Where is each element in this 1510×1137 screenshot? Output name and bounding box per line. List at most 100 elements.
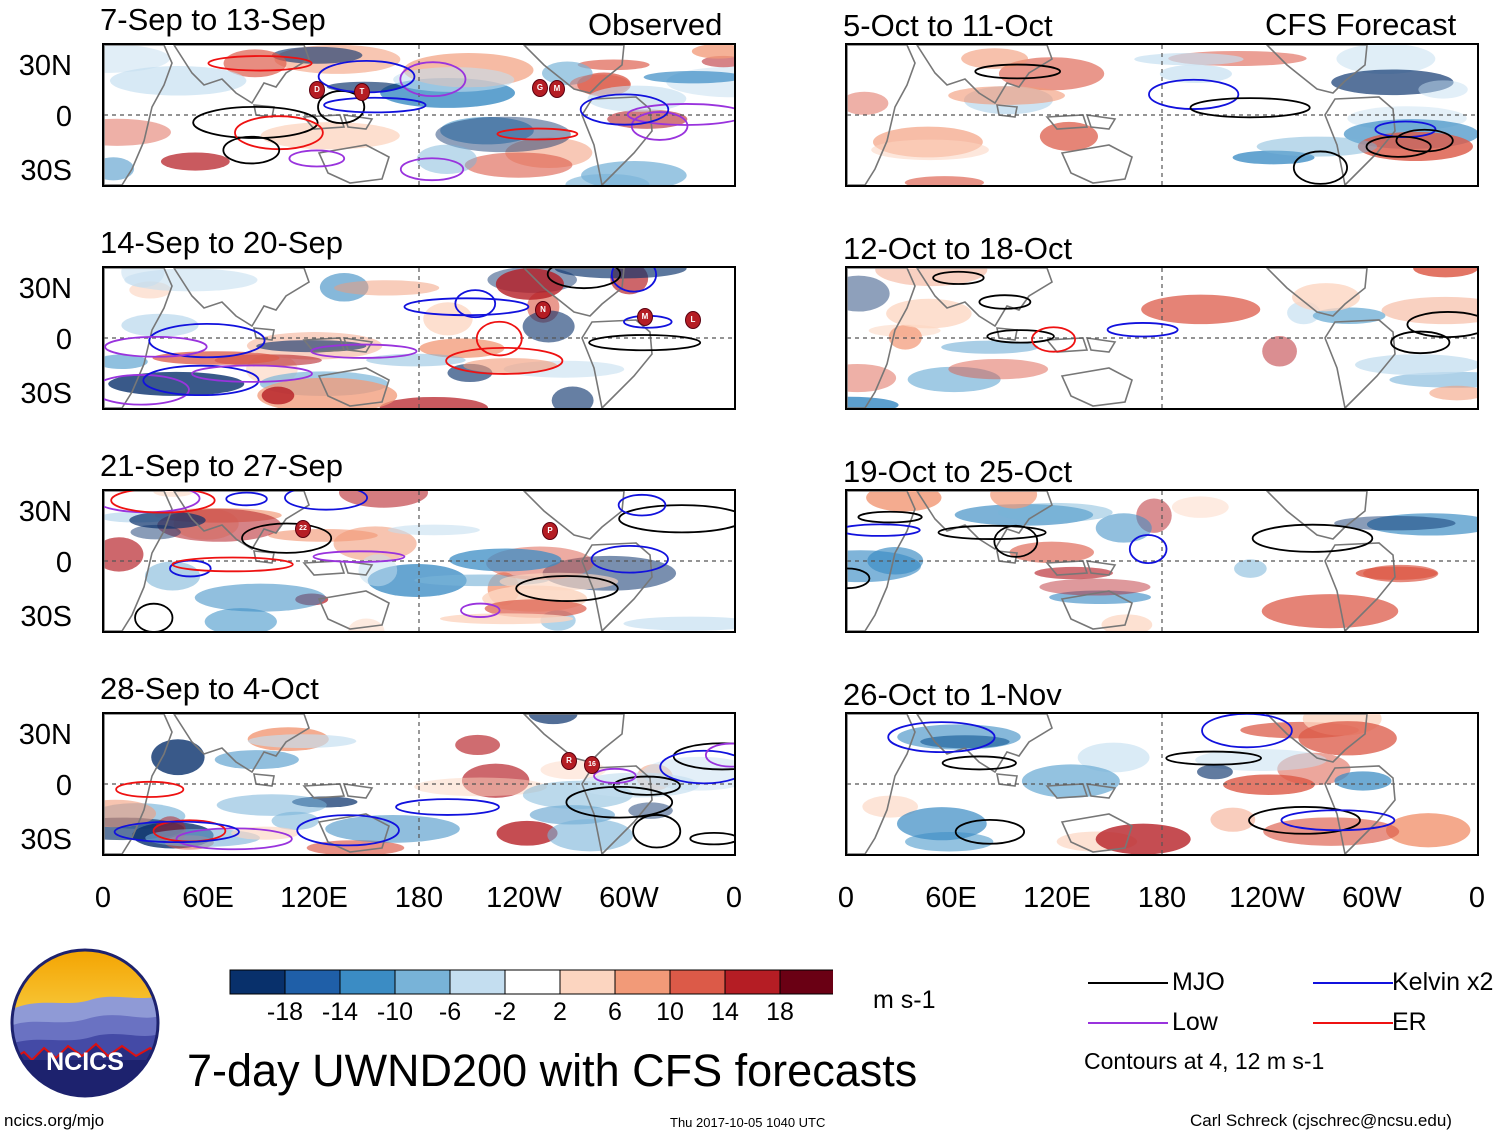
colorbar-tick-label: -18: [266, 998, 304, 1026]
lon-label: 0: [94, 882, 112, 914]
storm-marker: M: [637, 308, 653, 326]
panel-title-fcst-2: 12-Oct to 18-Oct: [843, 231, 1073, 266]
wind-anomaly-map: [104, 268, 734, 408]
storm-marker: D: [309, 81, 325, 99]
lat-label-30s: 30S: [20, 155, 72, 187]
wind-anomaly-map: [847, 268, 1477, 408]
lon-label: 60E: [182, 882, 234, 914]
lat-label-30n: 30N: [18, 50, 72, 82]
legend-swatch-low: [1088, 1022, 1168, 1024]
colorbar-tick-label: 14: [711, 998, 739, 1026]
legend-label-low: Low: [1172, 1008, 1218, 1036]
legend-swatch-mjo: [1088, 982, 1168, 984]
storm-marker: 16: [584, 756, 600, 774]
wind-anomaly-map: [847, 45, 1477, 185]
lon-label: 180: [1137, 882, 1187, 914]
storm-marker: P: [542, 522, 558, 540]
colorbar-swatch: [614, 969, 671, 995]
legend-label-er: ER: [1392, 1008, 1427, 1036]
storm-marker: N: [535, 301, 551, 319]
colorbar-tick-label: -2: [493, 998, 517, 1026]
colorbar-swatch: [779, 969, 836, 995]
lon-label: 0: [1468, 882, 1486, 914]
timestamp: Thu 2017-10-05 1040 UTC: [670, 1115, 826, 1130]
lon-label: 60W: [1342, 882, 1402, 914]
colorbar-swatch: [559, 969, 616, 995]
lon-label: 0: [725, 882, 743, 914]
legend: MJO Kelvin x2 Low ER Contours at 4, 12 m…: [1084, 968, 1508, 1078]
lon-label: 120W: [1229, 882, 1305, 914]
colorbar-swatch: [504, 969, 561, 995]
lat-label-30s: 30S: [20, 601, 72, 633]
panel-title-obs-4: 28-Sep to 4-Oct: [100, 671, 319, 706]
panel-title-obs-1: 7-Sep to 13-Sep: [100, 2, 326, 37]
lat-label-30s: 30S: [20, 824, 72, 856]
lon-label: 60W: [599, 882, 659, 914]
lon-label: 120E: [280, 882, 348, 914]
panel-title-obs-2: 14-Sep to 20-Sep: [100, 225, 344, 260]
lat-label-eq: 0: [55, 770, 72, 802]
lon-label: 120E: [1023, 882, 1091, 914]
wind-anomaly-map: [104, 491, 734, 631]
author-credit: Carl Schreck (cjschrec@ncsu.edu): [1190, 1111, 1452, 1130]
colorbar-tick-label: -14: [321, 998, 359, 1026]
map-panel-obs-3: [102, 489, 736, 633]
lat-label-30n: 30N: [18, 719, 72, 751]
legend-label-kelvin: Kelvin x2: [1392, 968, 1494, 996]
colorbar-tick-label: -6: [438, 998, 462, 1026]
colorbar-swatch: [449, 969, 506, 995]
colorbar-tick-label: -10: [376, 998, 414, 1026]
wind-anomaly-map: [847, 714, 1477, 854]
lat-label-eq: 0: [55, 547, 72, 579]
map-panel-obs-1: [102, 43, 736, 187]
map-panel-fcst-2: [845, 266, 1479, 410]
colorbar-tick-label: 6: [608, 998, 622, 1026]
panel-title-fcst-3: 19-Oct to 25-Oct: [843, 454, 1073, 489]
wind-anomaly-map: [847, 491, 1477, 631]
map-panel-fcst-3: [845, 489, 1479, 633]
colorbar-tick-label: 2: [553, 998, 567, 1026]
map-panel-fcst-4: [845, 712, 1479, 856]
panel-title-fcst-4: 26-Oct to 1-Nov: [843, 677, 1062, 712]
colorbar-swatches: [229, 969, 836, 995]
storm-marker: M: [549, 80, 565, 98]
lat-label-30n: 30N: [18, 273, 72, 305]
colorbar-swatch: [724, 969, 781, 995]
storm-marker: L: [685, 311, 701, 329]
storm-marker: 22: [295, 520, 311, 538]
ncics-logo-icon: NCICS: [10, 948, 160, 1098]
lon-label: 60E: [925, 882, 977, 914]
storm-marker: T: [354, 83, 370, 101]
source-link[interactable]: ncics.org/mjo: [4, 1111, 105, 1130]
figure-title: 7-day UWND200 with CFS forecasts: [187, 1045, 918, 1096]
lat-label-30s: 30S: [20, 378, 72, 410]
colorbar-tick-label: 10: [656, 998, 684, 1026]
lon-label: 0: [837, 882, 855, 914]
wind-anomaly-map: [104, 714, 734, 854]
lat-label-30n: 30N: [18, 496, 72, 528]
observed-label: Observed: [588, 7, 723, 42]
ncics-logo: NCICS: [10, 948, 160, 1098]
storm-marker: R: [561, 752, 577, 770]
lon-label: 180: [394, 882, 444, 914]
colorbar-swatch: [394, 969, 451, 995]
map-panel-obs-4: [102, 712, 736, 856]
panel-title-fcst-1: 5-Oct to 11-Oct: [843, 8, 1053, 43]
map-panel-fcst-1: [845, 43, 1479, 187]
panel-title-obs-3: 21-Sep to 27-Sep: [100, 448, 344, 483]
lon-label: 120W: [486, 882, 562, 914]
colorbar: [229, 969, 836, 1000]
storm-marker: G: [532, 79, 548, 97]
logo-text: NCICS: [46, 1048, 124, 1076]
legend-label-mjo: MJO: [1172, 968, 1225, 996]
forecast-label: CFS Forecast: [1265, 7, 1457, 42]
lat-label-eq: 0: [55, 101, 72, 133]
legend-swatch-er: [1313, 1022, 1393, 1024]
map-panel-obs-2: [102, 266, 736, 410]
colorbar-swatch: [284, 969, 341, 995]
wind-anomaly-map: [104, 45, 734, 185]
legend-swatch-kelvin: [1313, 982, 1393, 984]
units-label: m s-1: [873, 986, 936, 1014]
colorbar-swatch: [669, 969, 726, 995]
lat-label-eq: 0: [55, 324, 72, 356]
